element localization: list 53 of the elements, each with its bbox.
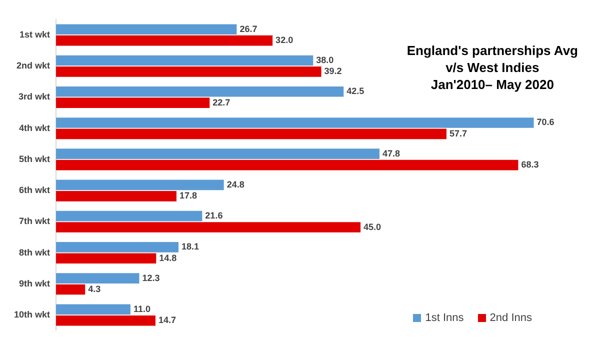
data-label: 21.6	[205, 210, 223, 221]
data-label: 47.8	[382, 148, 400, 158]
data-label: 42.5	[346, 86, 364, 96]
data-label: 45.0	[364, 222, 382, 232]
legend-label: 2nd Inns	[490, 312, 532, 324]
text: England's partnerships Avg v/s West Indies Jan'2010– May 2020	[406, 42, 578, 93]
data-label: 14.7	[158, 315, 176, 326]
bar	[56, 160, 518, 170]
data-label: 12.3	[142, 272, 160, 283]
bar	[56, 273, 140, 284]
bar	[56, 66, 322, 77]
bar	[56, 128, 446, 140]
bar	[56, 242, 178, 252]
y-tick-label: 7th wkt	[18, 216, 50, 226]
bar	[56, 284, 86, 295]
data-label: 4.3	[88, 284, 101, 294]
y-tick-label: 8th wkt	[18, 247, 50, 258]
y-tick-label: 2nd wkt	[16, 60, 50, 71]
bar	[56, 148, 380, 159]
data-label: 26.7	[240, 24, 258, 34]
bar	[56, 24, 237, 35]
bar	[56, 191, 176, 202]
bar	[56, 118, 534, 128]
bar	[56, 35, 273, 46]
data-label: 14.8	[159, 252, 177, 263]
bar	[56, 315, 156, 326]
bar	[56, 253, 156, 264]
y-tick-label: 3rd wkt	[18, 92, 50, 102]
data-label: 22.7	[212, 97, 230, 108]
data-label: 68.3	[521, 160, 539, 170]
data-label: 57.7	[449, 128, 468, 138]
bar	[56, 304, 130, 315]
y-tick-label: 5th wkt	[18, 154, 50, 164]
data-label: 70.6	[536, 117, 554, 128]
bar	[56, 86, 344, 97]
bar	[56, 98, 210, 108]
data-label: 17.8	[179, 190, 197, 201]
data-label: 18.1	[181, 242, 200, 252]
data-label: 24.8	[226, 179, 244, 190]
data-label: 39.2	[324, 66, 342, 76]
y-tick-label: 1st wkt	[19, 29, 50, 40]
legend-label: 1st Inns	[425, 312, 464, 324]
bar	[56, 222, 361, 232]
bar	[56, 55, 314, 66]
y-tick-label: 4th wkt	[18, 122, 50, 133]
data-label: 38.0	[316, 54, 334, 65]
data-label: 32.0	[276, 35, 294, 46]
y-tick-label: 9th wkt	[18, 278, 50, 288]
y-tick-label: 6th wkt	[18, 185, 50, 196]
bar	[56, 180, 224, 190]
data-label: 11.0	[133, 304, 150, 314]
y-tick-label: 10th wkt	[14, 310, 50, 320]
bar	[56, 210, 202, 222]
